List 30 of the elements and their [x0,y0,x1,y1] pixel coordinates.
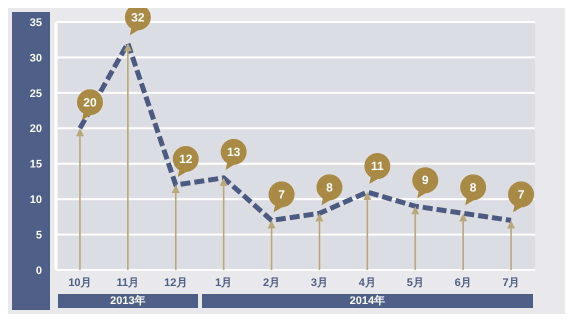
data-label: 12 [179,152,193,166]
x-tick-label: 2月 [262,276,280,289]
x-tick-label: 6月 [454,276,472,289]
y-tick-label: 0 [36,264,42,277]
text: 2014年 [202,294,533,308]
data-label: 7 [518,187,525,202]
y-tick-label: 25 [30,88,42,100]
y-tick-label: 10 [30,194,42,206]
y-tick-label: 5 [36,229,42,242]
x-tick-label: 3月 [310,276,328,289]
data-label: 20 [83,95,97,110]
data-label: 11 [371,159,384,174]
y-tick-label: 15 [30,158,42,171]
data-label: 32 [131,10,145,24]
x-tick-label: 5月 [406,276,424,289]
y-tick-label: 20 [30,123,42,136]
data-label: 7 [278,187,286,202]
x-tick-label: 10月 [68,276,92,289]
x-tick-label: 7月 [502,276,520,289]
data-label: 13 [226,144,241,159]
data-label: 8 [470,180,477,194]
x-tick-label: 11月 [116,276,140,289]
y-tick-label: 30 [30,52,42,64]
x-tick-label: 1月 [215,276,232,289]
x-tick-label: 4月 [358,276,376,289]
data-label: 9 [422,173,429,188]
y-tick-label: 35 [30,16,42,29]
x-tick-label: 12月 [164,276,188,289]
text: 2013年 [58,294,198,308]
data-label: 8 [326,180,334,194]
